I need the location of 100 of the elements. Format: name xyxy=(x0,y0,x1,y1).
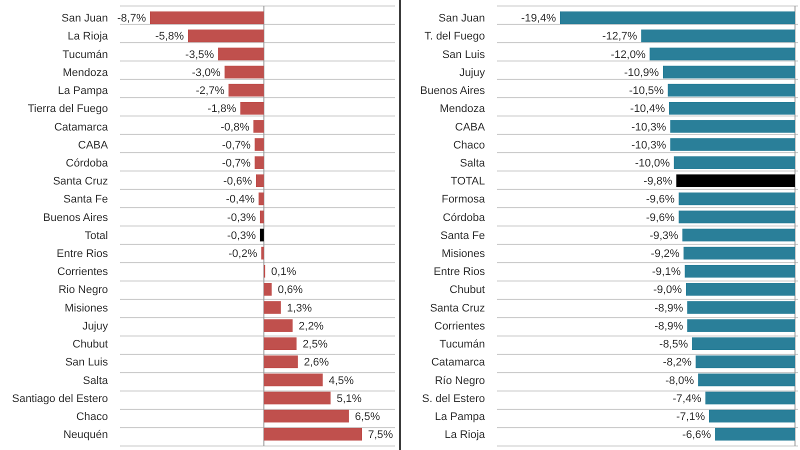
data-label: -8,7% xyxy=(117,12,146,25)
data-label: -7,4% xyxy=(672,392,702,405)
y-tick-label: Santa Cruz xyxy=(52,176,108,188)
data-label: 0,6% xyxy=(278,284,303,296)
bar xyxy=(264,319,293,332)
data-label: -7,1% xyxy=(676,410,706,423)
y-tick-label: Buenos Aires xyxy=(43,212,108,224)
data-label: -9,6% xyxy=(646,212,675,224)
data-label: -9,3% xyxy=(650,230,679,242)
data-label: -8,9% xyxy=(654,302,684,314)
y-tick-label: CABA xyxy=(455,121,486,134)
data-label: -5,8% xyxy=(155,30,184,43)
data-label: -0,3% xyxy=(227,230,256,242)
data-label: -10,3% xyxy=(631,121,666,134)
y-tick-label: Chubut xyxy=(450,284,485,296)
y-tick-label: Buenos Aires xyxy=(420,85,486,98)
data-label: -12,7% xyxy=(602,30,638,43)
y-tick-label: Total xyxy=(84,230,108,242)
data-label: -9,2% xyxy=(650,248,680,260)
y-tick-label: La Pampa xyxy=(58,85,109,98)
bar xyxy=(260,210,264,224)
y-tick-label: Salta xyxy=(82,374,109,387)
bar xyxy=(264,392,331,404)
y-tick-label: Formosa xyxy=(442,194,486,206)
data-label: 2,5% xyxy=(302,338,328,351)
y-tick-label: Chubut xyxy=(72,338,108,351)
bar xyxy=(264,374,323,386)
data-label: -9,0% xyxy=(653,284,682,296)
y-tick-label: Santiago del Estero xyxy=(12,392,108,405)
bar xyxy=(264,355,298,368)
y-tick-label: La Rioja xyxy=(444,429,486,442)
bar xyxy=(218,48,264,60)
data-label: -0,7% xyxy=(222,157,251,170)
bar xyxy=(256,174,264,188)
data-label: -1,8% xyxy=(208,103,236,116)
data-label: -9,8% xyxy=(644,176,672,188)
y-tick-label: Misiones xyxy=(64,302,108,314)
y-tick-label: Salta xyxy=(460,157,486,170)
bar xyxy=(188,30,264,42)
data-label: 6,5% xyxy=(354,410,380,423)
data-label: -9,1% xyxy=(652,266,681,278)
data-label: -0,7% xyxy=(222,139,251,152)
y-tick-label: Entre Rios xyxy=(56,248,108,260)
data-label: -3,5% xyxy=(185,48,214,61)
data-label: -8,9% xyxy=(654,320,684,332)
y-tick-label: Entre Rios xyxy=(434,266,486,278)
y-tick-label: TOTAL xyxy=(450,176,485,188)
y-tick-label: S. del Estero xyxy=(422,392,485,405)
y-tick-label: Misiones xyxy=(442,248,486,260)
bar xyxy=(228,84,264,97)
bar xyxy=(260,228,264,242)
y-tick-label: La Rioja xyxy=(68,30,109,43)
bar xyxy=(264,283,272,296)
y-tick-label: Rio Negro xyxy=(58,284,108,296)
data-label: -3,0% xyxy=(192,66,221,79)
y-tick-label: Córdoba xyxy=(442,212,486,224)
y-tick-label: Santa Fe xyxy=(440,230,485,242)
y-tick-label: San Juan xyxy=(438,12,485,25)
y-tick-label: Catamarca xyxy=(431,356,486,369)
y-tick-label: Corrientes xyxy=(434,320,486,332)
y-tick-label: Neuquén xyxy=(63,429,108,442)
y-tick-label: Santa Fe xyxy=(63,194,108,206)
bar xyxy=(264,410,349,422)
y-tick-label: San Luis xyxy=(65,356,108,369)
y-tick-label: Corrientes xyxy=(57,266,108,278)
bar xyxy=(224,66,264,78)
bar xyxy=(254,138,264,151)
data-label: -0,6% xyxy=(223,176,252,188)
bar xyxy=(240,102,264,115)
bar xyxy=(254,156,264,169)
data-label: -12,0% xyxy=(610,48,646,61)
bar xyxy=(264,337,297,350)
data-label: -10,0% xyxy=(635,157,670,170)
data-label: -9,6% xyxy=(646,194,675,206)
data-label: 7,5% xyxy=(368,429,394,442)
data-label: 2,2% xyxy=(298,320,324,332)
y-tick-label: Jujuy xyxy=(459,66,486,79)
y-tick-label: Río Negro xyxy=(434,374,485,387)
data-label: -2,7% xyxy=(196,85,225,98)
bar xyxy=(264,428,362,441)
data-label: -8,2% xyxy=(662,356,692,369)
data-label: -0,8% xyxy=(220,121,250,134)
y-tick-label: T. del Fuego xyxy=(424,30,485,43)
y-tick-label: Mendoza xyxy=(440,103,486,116)
y-tick-label: Tierra del Fuego xyxy=(28,103,108,116)
data-label: -10,5% xyxy=(628,85,664,98)
y-tick-label: Chaco xyxy=(76,410,108,423)
data-label: -0,4% xyxy=(226,194,255,206)
data-label: -10,4% xyxy=(630,103,666,116)
data-label: 4,5% xyxy=(328,374,354,387)
bar xyxy=(261,246,264,260)
data-label: -6,6% xyxy=(682,429,712,442)
data-label: -10,3% xyxy=(631,139,666,152)
y-tick-label: San Juan xyxy=(62,12,108,25)
y-tick-label: Tucumán xyxy=(62,48,108,61)
y-tick-label: Tucumán xyxy=(440,338,485,351)
y-tick-label: Mendoza xyxy=(62,66,109,79)
data-label: 2,6% xyxy=(304,356,330,369)
bar xyxy=(150,11,264,24)
data-label: -10,9% xyxy=(624,66,660,79)
